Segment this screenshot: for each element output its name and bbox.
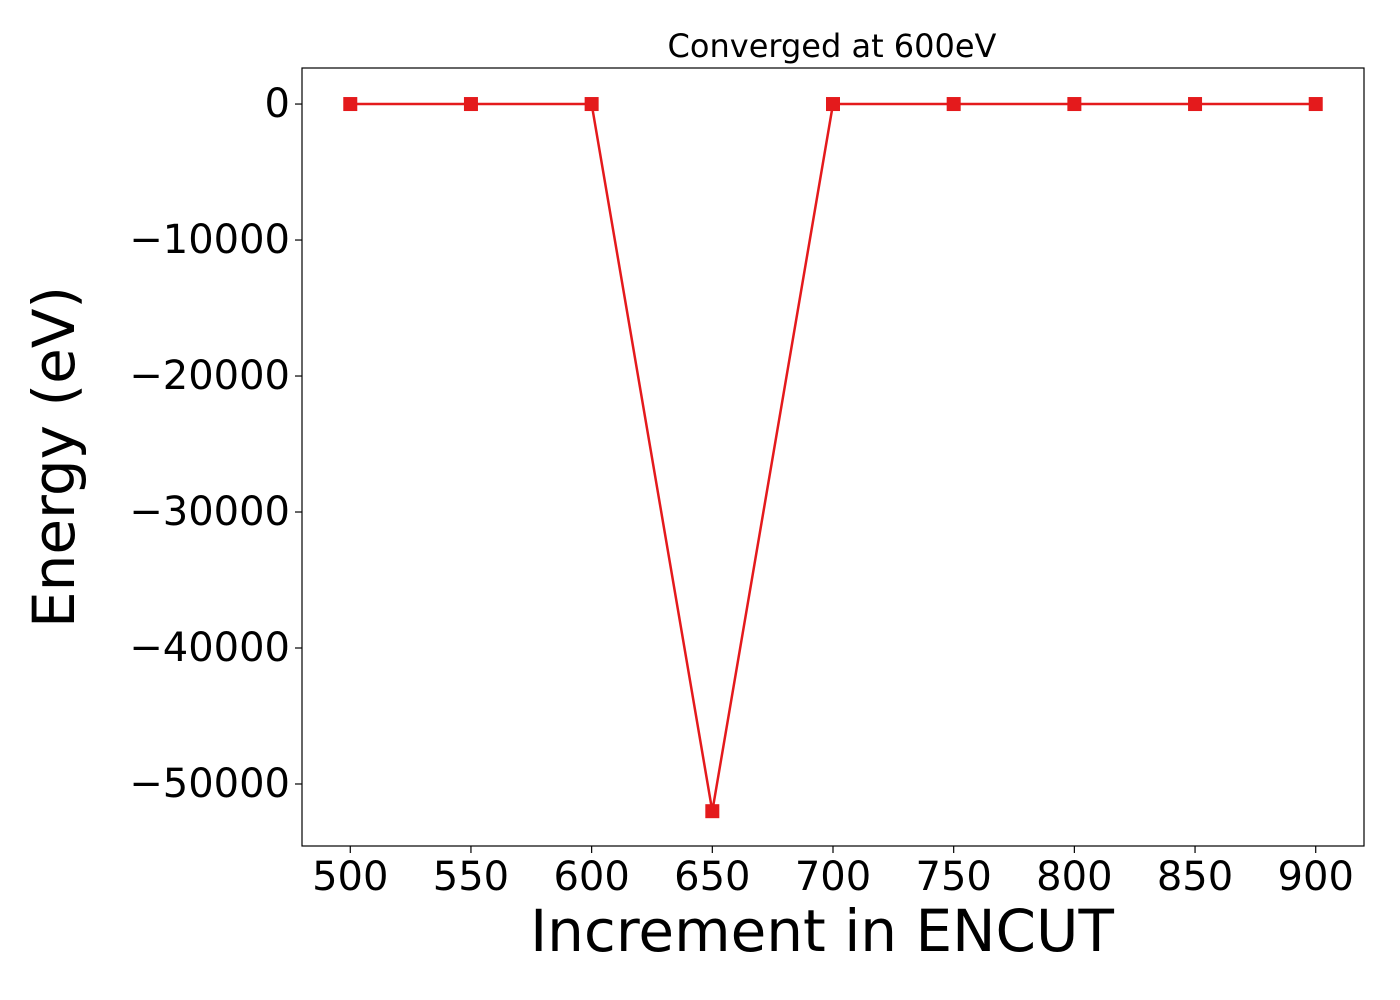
point-marker: [343, 97, 358, 112]
point-marker: [705, 804, 720, 819]
x-tick-label: 500: [312, 854, 388, 900]
point-marker: [584, 97, 599, 112]
x-tick-label: 600: [553, 854, 629, 900]
chart-title: Converged at 600eV: [668, 27, 997, 65]
x-tick-label: 850: [1157, 854, 1233, 900]
y-tick-label: −10000: [129, 217, 290, 263]
x-axis-label: Increment in ENCUT: [530, 897, 1114, 965]
point-marker: [1067, 97, 1082, 112]
point-marker: [826, 97, 840, 112]
y-tick-label: −50000: [129, 761, 290, 807]
y-tick-label: −40000: [129, 625, 290, 671]
point-marker: [1308, 97, 1323, 112]
x-tick-label: 700: [795, 854, 871, 900]
x-tick-label: 900: [1278, 854, 1354, 900]
x-tick-label: 650: [674, 854, 750, 900]
x-tick-label: 550: [433, 854, 509, 900]
y-axis-label: Energy (eV): [20, 286, 88, 628]
y-tick-label: 0: [265, 81, 290, 127]
point-marker: [463, 97, 478, 112]
x-tick-label: 800: [1036, 854, 1112, 900]
x-tick-label: 750: [916, 854, 992, 900]
point-marker: [1188, 97, 1203, 112]
y-tick-label: −20000: [129, 353, 290, 399]
y-tick-label: −30000: [129, 489, 290, 535]
point-marker: [946, 97, 961, 112]
